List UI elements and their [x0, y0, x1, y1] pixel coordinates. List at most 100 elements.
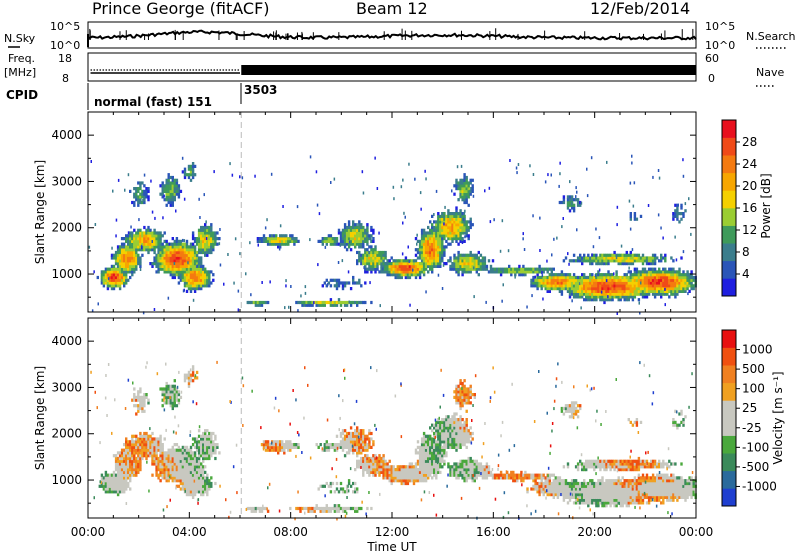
heatmap-cell — [193, 454, 197, 458]
heatmap-cell — [177, 476, 181, 480]
heatmap-cell — [291, 239, 294, 243]
heatmap-cell — [331, 237, 335, 241]
heatmap-cell — [268, 234, 272, 238]
heatmap-cell — [443, 454, 446, 458]
heatmap-cell — [129, 239, 132, 243]
heatmap-cell — [208, 245, 211, 249]
heatmap-cell — [206, 284, 209, 288]
heatmap-cell — [457, 242, 460, 246]
heatmap-cell — [481, 256, 485, 260]
heatmap-cell — [682, 158, 684, 162]
heatmap-cell — [341, 234, 345, 238]
heatmap-cell — [382, 264, 385, 268]
heatmap-cell — [617, 262, 620, 266]
heatmap-cell — [189, 267, 193, 271]
heatmap-cell — [143, 234, 146, 238]
heatmap-cell — [356, 459, 359, 463]
heatmap-cell — [463, 187, 466, 191]
heatmap-cell — [674, 203, 677, 207]
heatmap-cell — [403, 211, 405, 215]
heatmap-cell — [202, 267, 205, 271]
heatmap-cell — [163, 248, 166, 252]
heatmap-cell — [335, 242, 339, 246]
heatmap-cell — [410, 264, 414, 268]
heatmap-cell — [187, 470, 191, 474]
heatmap-cell — [676, 214, 679, 218]
heatmap-cell — [366, 465, 369, 469]
heatmap-cell — [585, 295, 588, 299]
heatmap-cell — [163, 270, 166, 274]
heatmap-cell — [171, 384, 174, 388]
heatmap-cell — [120, 259, 124, 263]
heatmap-cell — [323, 281, 326, 285]
heatmap-cell — [347, 242, 351, 246]
heatmap-cell — [137, 390, 140, 394]
heatmap-cell — [540, 267, 543, 271]
heatmap-cell — [210, 234, 213, 238]
heatmap-cell — [451, 228, 454, 232]
heatmap-cell — [593, 259, 596, 263]
heatmap-cell — [615, 256, 618, 260]
heatmap-cell — [347, 281, 351, 285]
heatmap-cell — [202, 465, 205, 469]
heatmap-cell — [369, 281, 371, 285]
heatmap-cell — [106, 273, 110, 277]
heatmap-cell — [564, 281, 568, 285]
heatmap-cell — [613, 278, 616, 282]
heatmap-cell — [645, 270, 649, 274]
heatmap-cell — [670, 287, 673, 291]
heatmap-cell — [127, 481, 130, 486]
heatmap-cell — [459, 234, 462, 238]
heatmap-cell — [191, 267, 195, 271]
heatmap-cell — [625, 298, 628, 302]
heatmap-cell — [427, 245, 430, 249]
heatmap-cell — [510, 273, 513, 277]
heatmap-cell — [623, 281, 626, 285]
heatmap-cell — [135, 465, 138, 469]
heatmap-cell — [591, 295, 594, 299]
heatmap-cell — [493, 267, 497, 271]
heatmap-cell — [191, 473, 195, 477]
heatmap-cell — [455, 206, 458, 210]
heatmap-cell — [116, 253, 120, 257]
heatmap-cell — [125, 470, 128, 474]
heatmap-cell — [422, 273, 426, 277]
heatmap-cell — [191, 234, 195, 238]
heatmap-cell — [682, 289, 685, 293]
heatmap-cell — [439, 248, 442, 252]
heatmap-cell — [268, 242, 272, 246]
heatmap-cell — [566, 278, 570, 282]
heatmap-cell — [165, 401, 168, 405]
heatmap-cell — [393, 197, 395, 201]
heatmap-cell — [339, 239, 343, 243]
heatmap-cell — [147, 189, 150, 193]
heatmap-cell — [629, 292, 632, 296]
heatmap-cell — [349, 443, 353, 447]
heatmap-cell — [368, 465, 371, 469]
heatmap-cell — [279, 237, 282, 241]
heatmap-cell — [287, 239, 290, 243]
heatmap-cell — [467, 181, 470, 185]
heatmap-cell — [437, 231, 440, 235]
heatmap-cell — [183, 275, 187, 280]
heatmap-cell — [133, 445, 136, 449]
heatmap-cell — [195, 473, 199, 477]
heatmap-cell — [197, 465, 201, 469]
heatmap-cell — [442, 263, 445, 267]
heatmap-cell — [345, 437, 349, 441]
heatmap-cell — [514, 270, 517, 274]
heatmap-cell — [481, 259, 485, 263]
heatmap-cell — [593, 278, 596, 282]
heatmap-cell — [354, 487, 357, 491]
y-tick-label: 1000 — [51, 267, 82, 281]
heatmap-cell — [183, 250, 187, 255]
heatmap-cell — [368, 259, 371, 263]
heatmap-cell — [195, 250, 199, 255]
heatmap-cell — [151, 431, 154, 436]
heatmap-cell — [360, 431, 363, 436]
heatmap-cell — [439, 250, 442, 255]
heatmap-cell — [601, 259, 604, 263]
heatmap-cell — [347, 234, 351, 238]
heatmap-cell — [562, 284, 566, 288]
heatmap-cell — [129, 451, 132, 455]
